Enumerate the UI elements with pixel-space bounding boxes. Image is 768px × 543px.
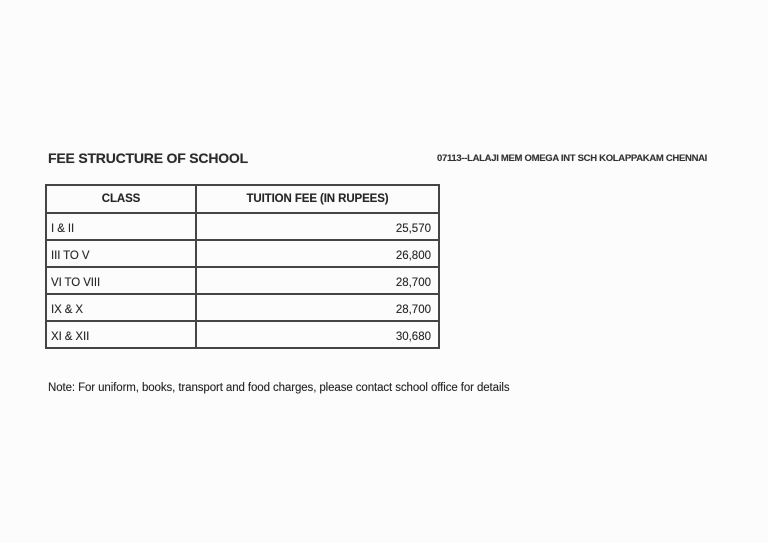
class-cell: I & II xyxy=(45,212,197,241)
fee-table: CLASS TUITION FEE (IN RUPEES) I & II 25,… xyxy=(45,184,440,349)
fee-table-body: I & II 25,570 III TO V 26,800 VI TO VIII… xyxy=(45,212,440,349)
column-header-tuition-fee: TUITION FEE (IN RUPEES) xyxy=(195,184,440,214)
school-code-header: 07113--LALAJI MEM OMEGA INT SCH KOLAPPAK… xyxy=(437,153,708,164)
header-row: CLASS TUITION FEE (IN RUPEES) xyxy=(45,184,440,214)
table-row: I & II 25,570 xyxy=(45,212,440,241)
fee-cell: 28,700 xyxy=(195,293,440,322)
fee-cell: 30,680 xyxy=(195,320,440,349)
table-row: IX & X 28,700 xyxy=(45,293,440,322)
fee-cell: 25,570 xyxy=(195,212,440,241)
table-row: III TO V 26,800 xyxy=(45,239,440,268)
class-cell: VI TO VIII xyxy=(45,266,197,295)
fee-cell: 28,700 xyxy=(195,266,440,295)
table-row: VI TO VIII 28,700 xyxy=(45,266,440,295)
column-header-class: CLASS xyxy=(45,184,197,214)
page-title: FEE STRUCTURE OF SCHOOL xyxy=(48,150,248,166)
class-cell: IX & X xyxy=(45,293,197,322)
fee-table-header: CLASS TUITION FEE (IN RUPEES) xyxy=(45,184,440,214)
class-cell: XI & XII xyxy=(45,320,197,349)
class-cell: III TO V xyxy=(45,239,197,268)
footnote-text: Note: For uniform, books, transport and … xyxy=(48,382,510,394)
fee-cell: 26,800 xyxy=(195,239,440,268)
table-row: XI & XII 30,680 xyxy=(45,320,440,349)
